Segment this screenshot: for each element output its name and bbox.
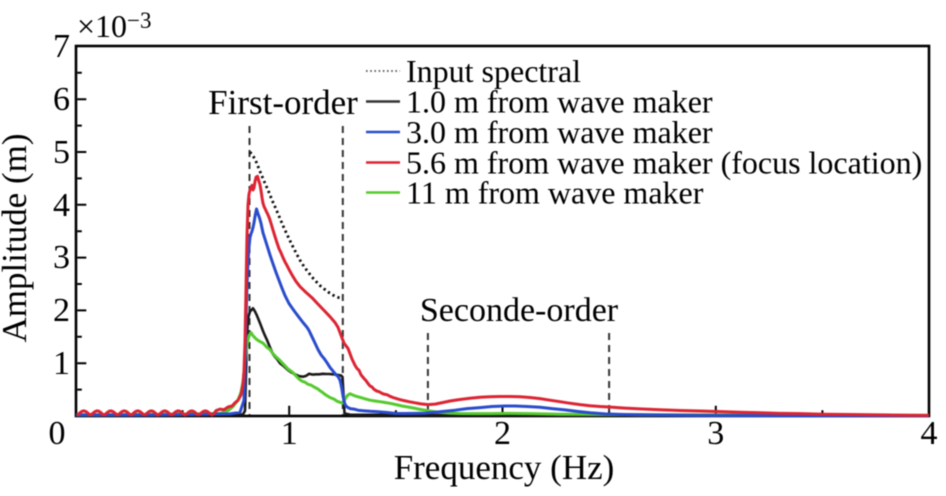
svg-text:5: 5 — [53, 134, 70, 171]
svg-text:4: 4 — [53, 187, 70, 224]
svg-text:3: 3 — [53, 239, 70, 276]
svg-text:Amplitude (m): Amplitude (m) — [0, 134, 34, 343]
svg-text:3: 3 — [707, 415, 724, 452]
svg-text:Frequency (Hz): Frequency (Hz) — [394, 448, 615, 487]
svg-text:1: 1 — [281, 415, 298, 452]
svg-text:5.6 m from wave maker (focus l: 5.6 m from wave maker (focus location) — [406, 145, 922, 181]
svg-text:6: 6 — [53, 81, 70, 118]
svg-text:×10−3: ×10−3 — [77, 8, 152, 44]
svg-text:3.0 m from wave maker: 3.0 m from wave maker — [406, 114, 713, 150]
svg-text:Input spectral: Input spectral — [406, 53, 581, 89]
svg-text:1: 1 — [53, 345, 70, 382]
svg-text:7: 7 — [53, 28, 70, 65]
svg-text:4: 4 — [921, 415, 938, 452]
svg-text:11 m from wave maker: 11 m from wave maker — [406, 175, 704, 211]
svg-text:2: 2 — [494, 415, 511, 452]
svg-text:Seconde-order: Seconde-order — [420, 292, 619, 329]
svg-text:0: 0 — [49, 415, 66, 452]
svg-text:First-order: First-order — [208, 83, 358, 122]
svg-text:1.0 m from wave maker: 1.0 m from wave maker — [406, 84, 713, 120]
svg-text:2: 2 — [53, 292, 70, 329]
